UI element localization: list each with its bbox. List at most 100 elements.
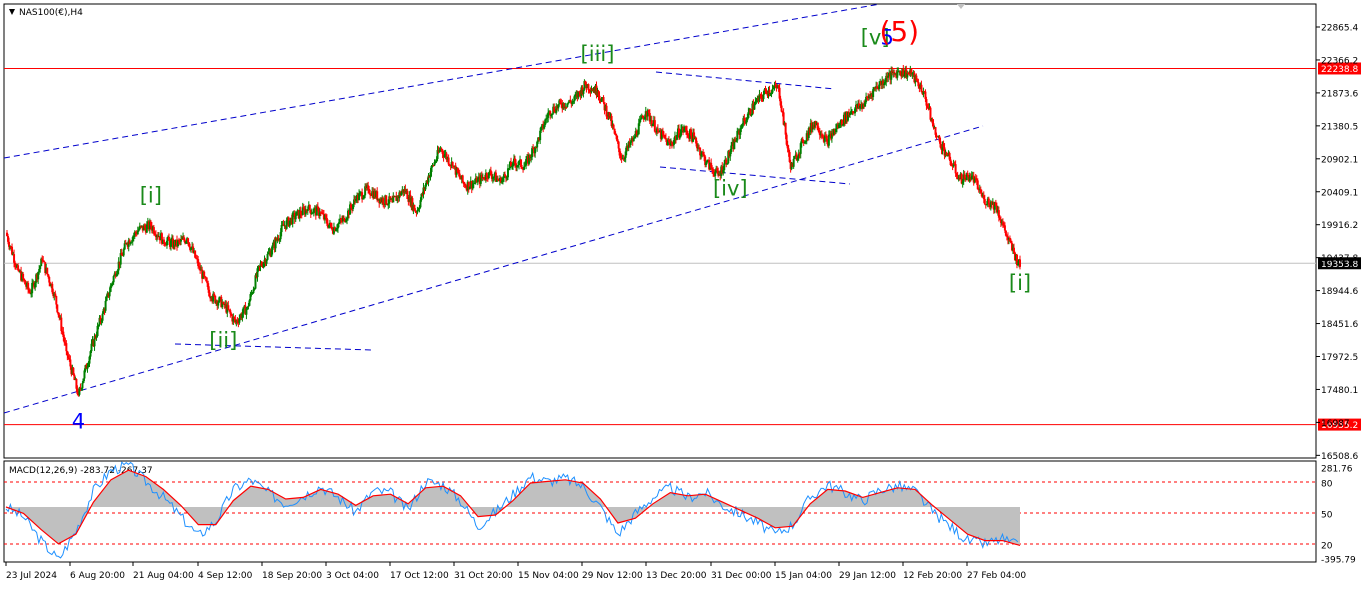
candle-body: [260, 263, 263, 266]
candle-body: [649, 120, 652, 122]
candle-body: [789, 162, 792, 169]
candle-body: [990, 201, 993, 205]
candle-body: [972, 175, 975, 183]
candle-body: [582, 89, 585, 94]
candle-body: [615, 135, 618, 140]
candle-body: [258, 265, 261, 267]
candle-body: [566, 103, 569, 107]
candle-body: [1011, 247, 1014, 251]
candle-body: [15, 265, 18, 268]
candle-body: [510, 166, 513, 168]
candle-body: [237, 321, 240, 323]
candle-body: [322, 213, 325, 220]
candle-body: [675, 135, 678, 140]
candle-body: [416, 210, 419, 213]
candle-body: [470, 181, 473, 189]
candle-body: [810, 123, 813, 130]
candle-body: [459, 177, 462, 180]
candle-body: [39, 266, 42, 269]
candle-body: [397, 195, 400, 199]
candle-body: [734, 139, 737, 142]
candle-body: [1008, 237, 1011, 241]
candle-body: [676, 128, 679, 136]
candle-body: [975, 178, 978, 181]
candle-body: [165, 240, 168, 246]
candle-body: [772, 87, 775, 89]
candle-body: [714, 172, 717, 176]
candle-body: [493, 172, 496, 177]
candle-body: [827, 134, 830, 146]
candle-body: [427, 175, 430, 183]
candle-body: [199, 266, 202, 271]
candle-body: [118, 261, 121, 265]
candle-body: [766, 91, 769, 96]
candle-body: [970, 175, 973, 180]
price-tick-label: 18451.6: [1321, 320, 1358, 330]
price-layer: [3, 3, 1316, 426]
candle-body: [311, 212, 314, 214]
candle-body: [951, 165, 954, 167]
candle-body: [614, 133, 617, 136]
candle-body: [861, 103, 864, 109]
candle-body: [922, 91, 925, 95]
candle-body: [189, 246, 192, 250]
candle-body: [888, 72, 891, 76]
candle-body: [765, 90, 768, 92]
candle-body: [213, 293, 216, 296]
candle-body: [433, 162, 436, 166]
candle-body: [42, 260, 45, 262]
candle-body: [422, 187, 425, 195]
candle-body: [72, 367, 75, 375]
candle-body: [519, 159, 522, 161]
candle-body: [697, 147, 700, 149]
candle-body: [164, 244, 167, 246]
candle-body: [188, 242, 191, 247]
candle-body: [368, 189, 371, 194]
candle-body: [261, 265, 264, 267]
candle-body: [44, 262, 47, 273]
candle-body: [538, 137, 541, 141]
candle-body: [73, 374, 76, 381]
candle-body: [909, 69, 912, 74]
candle-body: [767, 89, 770, 96]
candle-body: [590, 90, 593, 93]
candle-body: [707, 160, 710, 162]
candle-body: [195, 257, 198, 259]
candle-body: [83, 370, 86, 379]
candle-body: [242, 307, 245, 314]
candle-body: [919, 84, 922, 89]
candle-body: [641, 115, 644, 118]
candle-body: [574, 95, 577, 97]
candle-body: [719, 173, 722, 176]
candle-body: [850, 111, 852, 114]
candle-body: [200, 269, 203, 271]
candle-body: [806, 133, 809, 138]
candle-body: [20, 271, 23, 281]
candle-body: [281, 224, 284, 226]
candle-body: [463, 184, 466, 186]
candle-body: [557, 104, 560, 109]
signal-line: [5, 469, 1021, 546]
candle-body: [471, 183, 474, 189]
candle-body: [573, 96, 576, 102]
candle-body: [356, 195, 359, 200]
candle-body: [47, 274, 50, 278]
shift-marker-icon[interactable]: [957, 4, 965, 9]
candle-body: [843, 114, 846, 123]
macd-histogram: [6, 470, 1020, 546]
candle-body: [203, 271, 206, 277]
candle-body: [780, 105, 783, 112]
candle-body: [21, 273, 24, 281]
candle-body: [896, 71, 899, 78]
candle-body: [669, 142, 672, 146]
candle-body: [172, 241, 175, 248]
candle-body: [404, 189, 407, 193]
candle-body: [712, 169, 715, 174]
candle-body: [743, 118, 746, 122]
candle-body: [823, 135, 826, 142]
candle-body: [448, 164, 451, 166]
candle-body: [839, 119, 842, 125]
candle-body: [819, 134, 822, 136]
candle-body: [11, 246, 14, 255]
